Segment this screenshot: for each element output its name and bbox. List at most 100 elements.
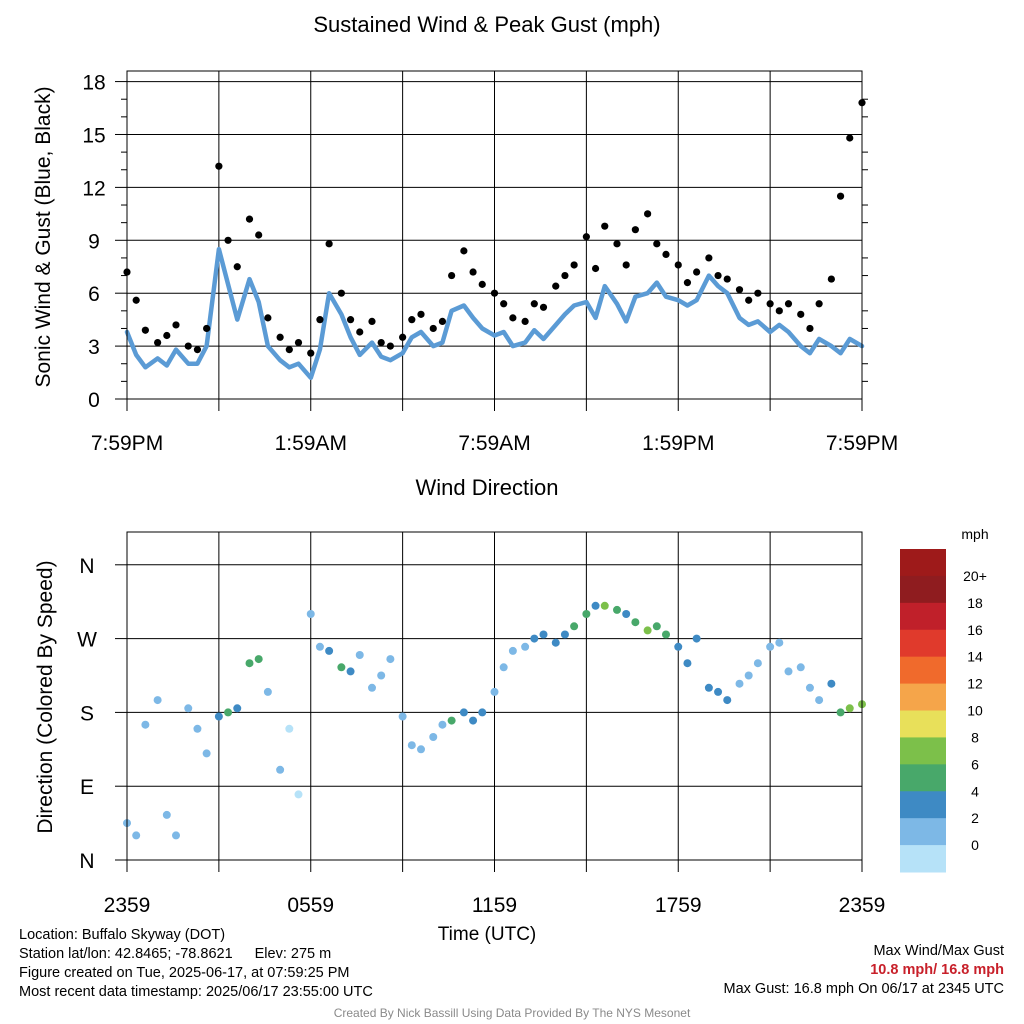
max-label: Max Wind/Max Gust (873, 943, 1004, 959)
wind-direction-chart: Wind Direction Direction (Colored By Spe… (34, 475, 885, 945)
direction-point (744, 671, 753, 680)
peak-gust-point (448, 271, 456, 280)
location-text: Location: Buffalo Skyway (DOT) (19, 927, 226, 943)
direction-point (172, 831, 180, 840)
direction-point (784, 667, 793, 676)
peak-gust-point (154, 338, 162, 347)
direction-point (631, 618, 640, 627)
bottom-y-tick-labels: N E S W N (77, 555, 97, 873)
direction-point (417, 745, 425, 754)
direction-point (539, 630, 548, 639)
peak-gust-point (521, 317, 529, 326)
colorbar-swatches (900, 549, 946, 873)
colorbar-label: 4 (971, 783, 979, 799)
colorbar-label: 12 (967, 676, 983, 692)
peak-gust-point (184, 342, 192, 350)
direction-point (714, 687, 723, 696)
peak-gust-point (294, 338, 303, 347)
peak-gust-point (775, 307, 783, 315)
direction-point (407, 741, 416, 750)
created-text: Figure created on Tue, 2025-06-17, at 07… (19, 965, 350, 981)
peak-gust-point (132, 296, 140, 304)
peak-gust-point (469, 268, 477, 276)
peak-gust-point (368, 317, 376, 326)
bottom-y-tick-label: N (79, 850, 94, 873)
top-y-tick-label: 0 (88, 389, 100, 412)
colorbar-label: 0 (971, 837, 979, 853)
bottom-x-tick-label: 1159 (472, 894, 517, 917)
direction-point (153, 696, 162, 705)
direction-point (600, 601, 609, 610)
colorbar-label: 6 (971, 756, 979, 772)
colorbar-swatch (900, 629, 946, 658)
bottom-plot-frame (126, 531, 863, 861)
elev-text: Elev: 275 m (254, 946, 332, 962)
peak-gust-point (784, 300, 793, 308)
peak-gust-point (264, 314, 272, 322)
direction-point (551, 638, 560, 647)
top-y-tick-label: 12 (82, 177, 105, 200)
peak-gust-point (539, 303, 548, 311)
direction-point (530, 634, 539, 643)
direction-point (622, 610, 631, 618)
peak-gust-point (307, 349, 315, 357)
direction-point (582, 610, 591, 618)
peak-gust-point (386, 342, 394, 350)
peak-gust-point (224, 236, 232, 244)
peak-gust-point (490, 289, 499, 297)
direction-point (377, 671, 386, 680)
direction-point (447, 716, 456, 725)
colorbar-swatch (900, 683, 946, 711)
direction-point (704, 683, 713, 692)
direction-point (263, 687, 272, 696)
peak-gust-point (245, 215, 254, 223)
station-info: Location: Buffalo Skyway (DOT) Station l… (19, 926, 373, 1002)
direction-point (490, 687, 499, 696)
peak-gust-point (714, 271, 722, 280)
direction-point (438, 720, 447, 729)
peak-gust-point (846, 134, 854, 142)
direction-point (132, 831, 141, 840)
peak-gust-point (285, 346, 293, 354)
peak-gust-point (399, 333, 407, 341)
max-values: 10.8 mph/ 16.8 mph (870, 962, 1004, 978)
bottom-chart-title: Wind Direction (415, 475, 558, 500)
colorbar-swatch (900, 602, 946, 631)
peak-gust-point (509, 314, 517, 322)
direction-point (499, 663, 508, 672)
colorbar-swatch (900, 818, 946, 846)
peak-gust-point (215, 162, 223, 170)
colorbar-swatch (900, 549, 946, 577)
direction-point (469, 716, 478, 725)
colorbar-label: 10 (967, 703, 983, 719)
latlon-line: Station lat/lon: 42.8465; -78.8621 Elev: … (19, 945, 373, 964)
direction-point (766, 642, 775, 651)
direction-point (346, 667, 355, 676)
top-x-tick-label: 7:59PM (91, 432, 163, 455)
direction-point (214, 712, 223, 721)
top-y-tick-labels: 0 3 6 9 12 15 18 (82, 72, 105, 412)
direction-point (508, 646, 517, 655)
direction-point (224, 708, 233, 717)
direction-point (459, 708, 468, 717)
peak-gust-point (644, 210, 652, 218)
peak-gust-point (337, 289, 345, 297)
bottom-x-tick-label: 2359 (104, 894, 151, 917)
peak-gust-point (203, 324, 211, 333)
peak-gust-point (429, 324, 437, 333)
colorbar-swatch (900, 737, 946, 765)
direction-point (827, 679, 836, 688)
peak-gust-point (601, 222, 609, 230)
colorbar-label: 8 (971, 729, 979, 745)
top-y-tick-label: 3 (88, 336, 100, 359)
peak-gust-point (530, 300, 538, 308)
peak-gust-point (662, 250, 670, 258)
colorbar-label: 18 (967, 595, 983, 611)
top-x-tick-label: 7:59PM (826, 432, 898, 455)
peak-gust-point (316, 316, 324, 324)
colorbar-swatch (900, 656, 946, 685)
bottom-chart-xlabel: Time (UTC) (438, 924, 537, 945)
direction-point (723, 696, 732, 705)
top-tick-marks (115, 81, 868, 411)
colorbar-label: 16 (967, 622, 983, 638)
